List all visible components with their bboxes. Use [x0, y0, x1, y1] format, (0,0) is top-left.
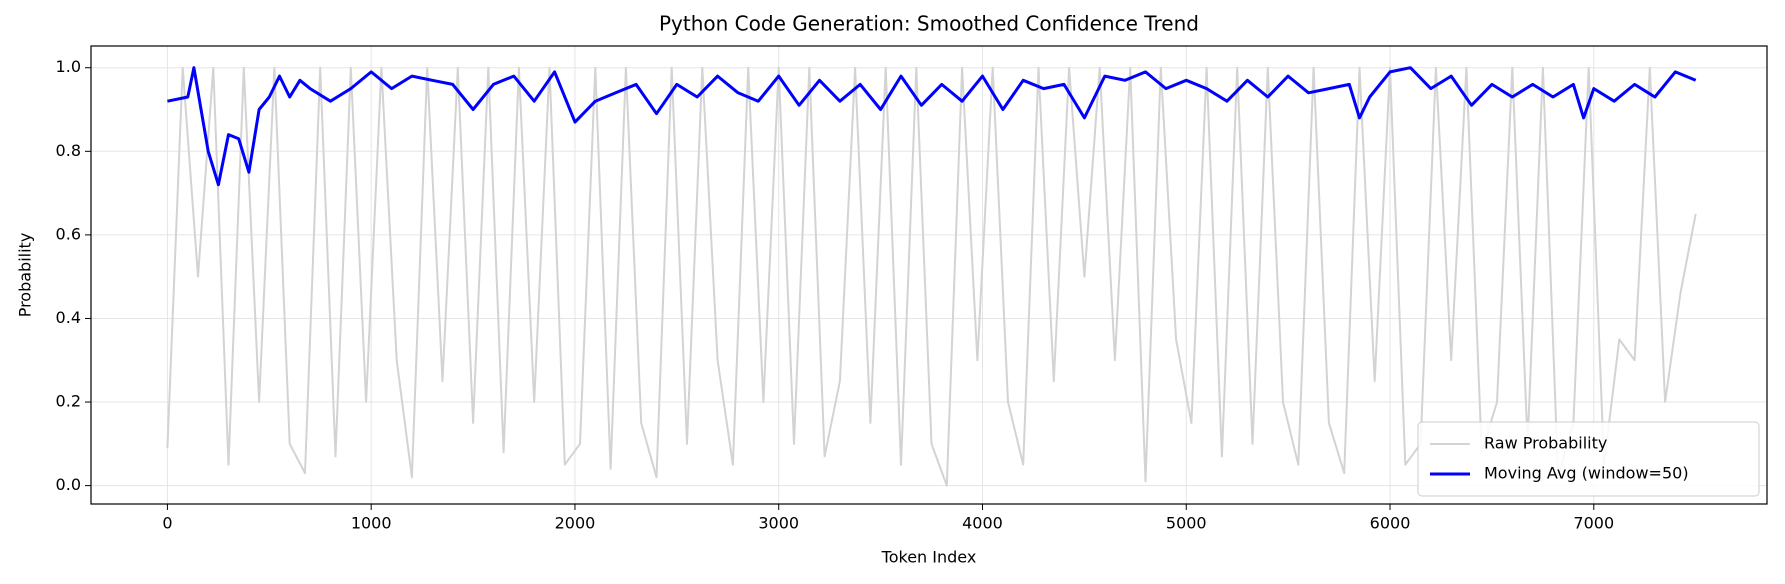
- chart-title: Python Code Generation: Smoothed Confide…: [659, 12, 1199, 36]
- legend-label: Raw Probability: [1484, 434, 1607, 453]
- x-tick-label: 3000: [758, 514, 799, 533]
- x-axis-label: Token Index: [881, 548, 977, 567]
- plot-frame: [90, 45, 1768, 505]
- x-tick-label: 7000: [1573, 514, 1614, 533]
- x-tick-label: 5000: [1166, 514, 1207, 533]
- y-tick-label: 0.8: [56, 141, 81, 160]
- y-tick-label: 0.6: [56, 224, 81, 243]
- x-tick-label: 6000: [1370, 514, 1411, 533]
- y-tick-label: 1.0: [56, 57, 81, 76]
- y-axis-label: Probability: [16, 233, 35, 318]
- x-tick-label: 0: [162, 514, 172, 533]
- series-line: [167, 66, 1697, 187]
- y-tick-label: 0.0: [56, 475, 81, 494]
- x-tick-label: 1000: [351, 514, 392, 533]
- y-tick-label: 0.4: [56, 308, 81, 327]
- series-line: [166, 66, 1697, 487]
- x-tick-label: 2000: [555, 514, 596, 533]
- y-tick-label: 0.2: [56, 392, 81, 411]
- legend-box: [1417, 421, 1760, 497]
- legend-label: Moving Avg (window=50): [1484, 464, 1689, 483]
- x-tick-label: 4000: [962, 514, 1003, 533]
